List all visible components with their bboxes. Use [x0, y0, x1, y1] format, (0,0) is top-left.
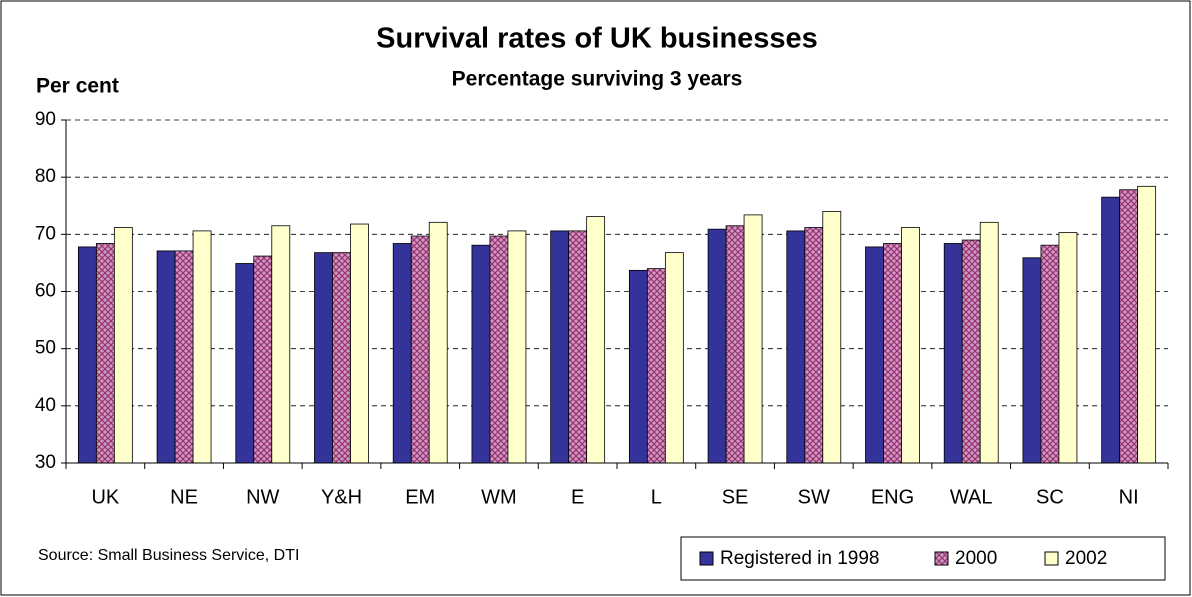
bar: [743, 214, 763, 464]
bar: [979, 221, 999, 464]
bar: [1058, 232, 1078, 464]
source-note: Source: Small Business Service, DTI: [38, 547, 299, 564]
legend-swatch: [1044, 551, 1059, 566]
bar: [235, 263, 255, 464]
bar: [471, 244, 491, 464]
bar: [1137, 185, 1157, 464]
bar: [428, 221, 448, 464]
y-tick-label: 30: [35, 452, 56, 473]
x-tick-label: WAL: [950, 486, 993, 508]
bar: [253, 255, 273, 464]
bar: [95, 243, 115, 464]
x-tick-label: Y&H: [321, 486, 362, 508]
bar: [350, 223, 369, 464]
bar: [1022, 257, 1042, 464]
bar: [410, 235, 430, 464]
x-tick-label: UK: [91, 486, 119, 508]
bar: [646, 268, 666, 464]
x-tick-label: SC: [1036, 486, 1064, 508]
bar: [664, 252, 684, 464]
legend-box: [680, 536, 1166, 581]
x-tick-label: NE: [170, 486, 198, 508]
bar: [156, 250, 176, 464]
bar: [1119, 189, 1139, 464]
bar: [77, 246, 97, 464]
y-tick-label: 80: [35, 166, 56, 187]
bar: [314, 252, 333, 464]
y-tick-label: 70: [35, 223, 56, 244]
bar: [392, 243, 412, 464]
x-tick-label: E: [571, 486, 584, 508]
bar: [786, 230, 806, 464]
legend-label: Registered in 1998: [720, 548, 880, 569]
y-tick-label: 90: [35, 109, 56, 130]
bar: [822, 211, 842, 464]
bar: [628, 269, 648, 464]
bar: [725, 225, 745, 464]
legend-swatch: [934, 551, 949, 566]
bar: [1040, 244, 1060, 464]
x-tick-label: WM: [481, 486, 517, 508]
y-tick-label: 40: [35, 395, 56, 416]
x-tick-label: L: [651, 486, 662, 508]
bar: [113, 227, 133, 464]
bar: [568, 230, 588, 464]
bar: [271, 225, 291, 464]
x-tick-label: NW: [246, 486, 279, 508]
bar: [901, 227, 920, 464]
bar: [174, 250, 194, 464]
bar: [1101, 196, 1121, 464]
legend-swatch: [699, 551, 714, 566]
bar: [192, 230, 212, 464]
y-tick-label: 50: [35, 338, 56, 359]
bar: [586, 216, 606, 464]
bar: [489, 235, 509, 464]
bar: [943, 243, 963, 464]
bar: [865, 246, 884, 464]
x-tick-label: EM: [405, 486, 435, 508]
bar: [707, 228, 727, 464]
x-tick-label: NI: [1119, 486, 1139, 508]
bar: [804, 227, 824, 464]
x-tick-label: SW: [798, 486, 830, 508]
chart-subtitle: Percentage surviving 3 years: [452, 68, 743, 91]
x-tick-label: SE: [722, 486, 749, 508]
y-axis-label: Per cent: [36, 75, 119, 98]
bar: [883, 243, 902, 464]
chart-title: Survival rates of UK businesses: [376, 23, 818, 55]
legend-label: 2002: [1065, 548, 1107, 569]
bar: [550, 230, 570, 464]
y-tick-label: 60: [35, 281, 56, 302]
bar: [961, 239, 981, 464]
x-tick-label: ENG: [871, 486, 914, 508]
legend-label: 2000: [955, 548, 997, 569]
bar: [507, 230, 527, 464]
bar: [332, 252, 351, 464]
